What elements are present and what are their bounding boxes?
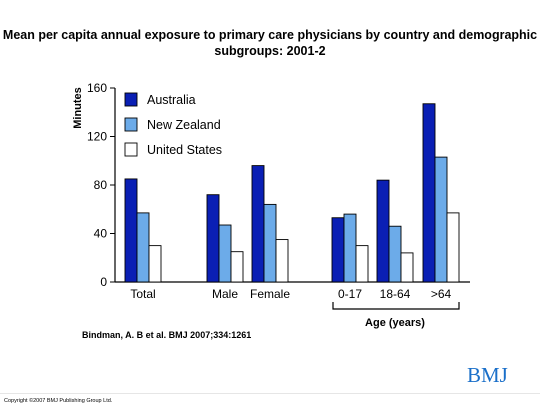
bar-australia <box>422 103 436 283</box>
legend-swatch <box>124 92 138 107</box>
bar-united-states <box>446 212 460 283</box>
bar-united-states <box>148 245 162 283</box>
legend-swatch <box>124 117 138 132</box>
y-tick-label: 160 <box>87 81 107 95</box>
bar-australia <box>124 178 138 283</box>
bar-new-zealand <box>263 203 277 283</box>
bar-new-zealand <box>136 212 150 283</box>
bar-united-states <box>275 239 289 283</box>
chart-title: Mean per capita annual exposure to prima… <box>2 28 538 58</box>
y-tick-label: 80 <box>94 178 108 192</box>
y-tick-label: 40 <box>94 227 108 241</box>
legend-swatch <box>124 142 138 157</box>
x-tick-label: Female <box>250 287 290 301</box>
x-tick-label: Male <box>212 287 238 301</box>
bar-united-states <box>230 251 244 283</box>
chart-bars: Total Male Female 0-17 18-64 >64 <box>124 103 460 301</box>
x-tick-label: >64 <box>431 287 452 301</box>
citation: Bindman, A. B et al. BMJ 2007;334:1261 <box>82 330 252 340</box>
bar-united-states <box>400 252 414 283</box>
chart-legend: Australia New Zealand United States <box>124 92 222 157</box>
bar-new-zealand <box>343 213 357 283</box>
bracket-line <box>332 302 460 310</box>
bar-australia <box>376 179 390 283</box>
bar-australia <box>206 194 220 283</box>
bar-australia <box>331 217 345 283</box>
footer-divider <box>0 393 540 394</box>
age-group-label: Age (years) <box>365 317 425 329</box>
y-axis-label: Minutes <box>72 87 84 129</box>
bar-australia <box>251 165 265 283</box>
bar-new-zealand <box>388 225 402 283</box>
legend-label: Australia <box>147 93 196 107</box>
y-tick-label: 120 <box>87 130 107 144</box>
y-tick-label: 0 <box>100 275 107 289</box>
legend-label: New Zealand <box>147 118 221 132</box>
copyright: Copyright ©2007 BMJ Publishing Group Ltd… <box>4 398 113 404</box>
x-tick-label: 18-64 <box>380 287 411 301</box>
bar-new-zealand <box>434 156 448 283</box>
bmj-logo: BMJ <box>467 363 508 387</box>
x-tick-label: 0-17 <box>338 287 362 301</box>
bar-new-zealand <box>218 224 232 283</box>
bar-united-states <box>355 245 369 283</box>
age-group-bracket <box>332 302 460 310</box>
x-tick-label: Total <box>130 287 155 301</box>
legend-label: United States <box>147 143 222 157</box>
